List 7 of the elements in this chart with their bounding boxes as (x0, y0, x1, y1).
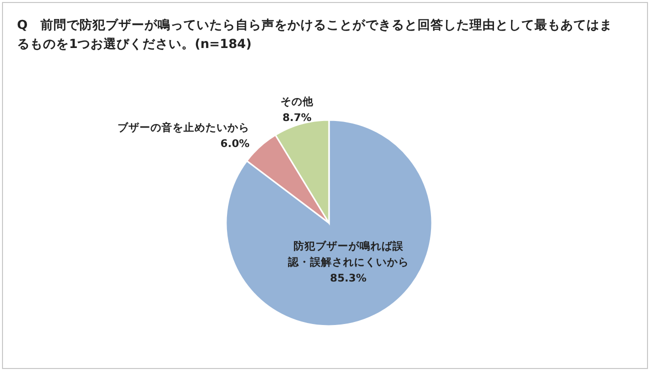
slice-label: ブザーの音を止めたいから (118, 121, 250, 134)
data-label: 8.7% (282, 112, 312, 124)
chart-title: Q 前問で防犯ブザーが鳴っていたら自ら声をかけることができると回答した理由として最もあてはまるものを1つお選びください。(n=184) (17, 16, 614, 53)
data-label: 6.0% (220, 138, 250, 150)
slice-label: 防犯ブザーが鳴れば誤認・誤解されにくいから (286, 240, 409, 269)
slice-label: その他 (280, 94, 315, 108)
data-label: 85.3% (330, 272, 367, 285)
